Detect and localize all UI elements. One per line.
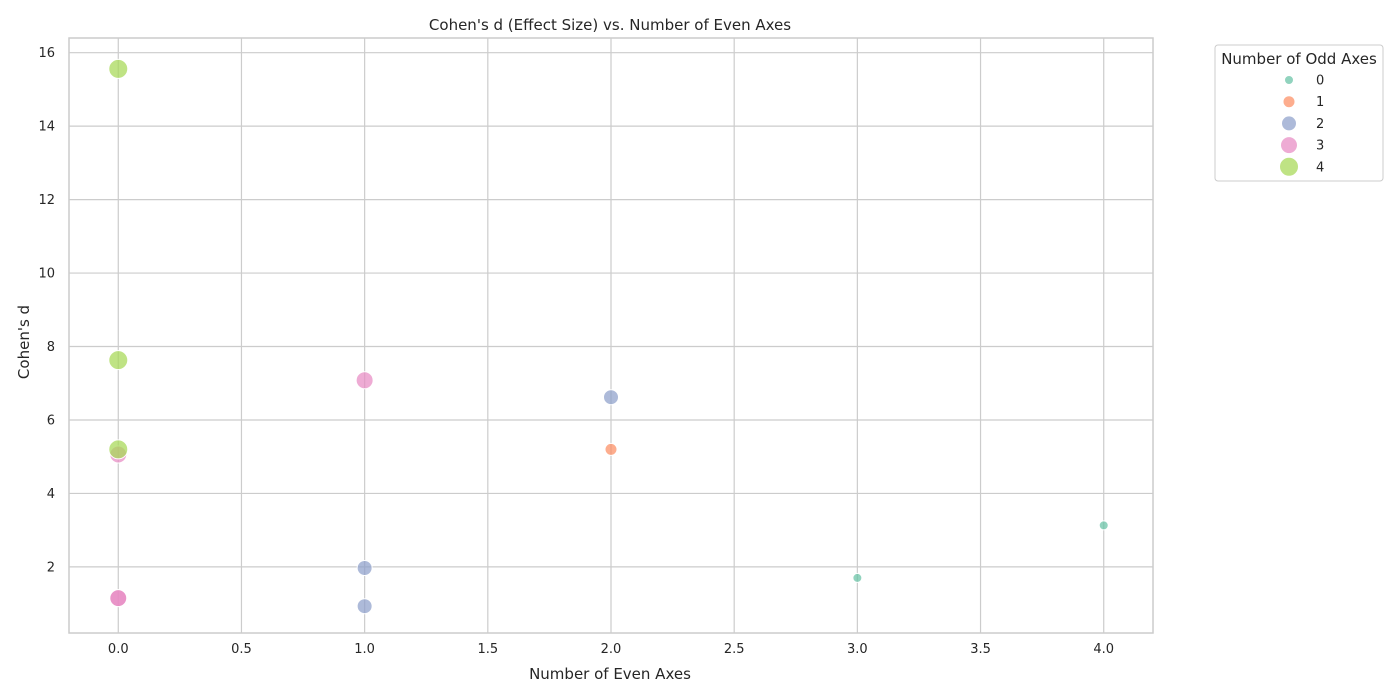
x-axis-ticks: 0.0 0.5 1.0 1.5 2.0 2.5 3.0 3.5 4.0: [108, 642, 1114, 657]
legend: Number of Odd Axes 0 1 2 3 4: [1214, 44, 1384, 182]
data-points: [108, 58, 1109, 615]
x-tick-label: 2.0: [601, 642, 622, 657]
x-axis-label: Number of Even Axes: [529, 665, 691, 683]
legend-marker-4: [1279, 156, 1299, 177]
legend-marker-2: [1281, 115, 1297, 132]
data-point-odd-2: [356, 559, 373, 576]
x-tick-label: 0.0: [108, 642, 129, 657]
chart-title: Cohen's d (Effect Size) vs. Number of Ev…: [429, 16, 791, 34]
data-point-odd-3: [109, 589, 128, 608]
grid-lines: [69, 38, 1153, 633]
x-tick-label: 0.5: [231, 642, 252, 657]
y-tick-label: 12: [38, 193, 55, 208]
legend-items: 0 1 2 3 4: [1279, 74, 1324, 177]
legend-marker-0: [1284, 75, 1294, 85]
y-axis-label: Cohen's d: [15, 305, 33, 379]
data-point-odd-4: [108, 350, 129, 371]
y-tick-label: 4: [47, 487, 55, 502]
y-axis-ticks: 2 4 6 8 10 12 14 16: [38, 46, 55, 575]
legend-marker-1: [1282, 95, 1296, 109]
legend-box: [1214, 44, 1384, 182]
data-point-odd-2: [356, 598, 373, 615]
y-tick-label: 10: [38, 267, 55, 282]
y-tick-label: 14: [38, 120, 55, 135]
legend-label-0: 0: [1316, 74, 1324, 89]
legend-label-1: 1: [1316, 95, 1324, 110]
data-point-odd-1: [604, 442, 618, 456]
y-tick-label: 8: [47, 340, 55, 355]
x-tick-label: 1.5: [477, 642, 498, 657]
data-point-odd-0: [1098, 520, 1109, 531]
legend-marker-3: [1280, 136, 1298, 155]
data-point-odd-3: [355, 371, 374, 390]
x-tick-label: 2.5: [724, 642, 745, 657]
data-point-odd-4: [108, 439, 129, 460]
legend-title: Number of Odd Axes: [1221, 50, 1377, 68]
plot-frame: [68, 37, 1154, 634]
legend-label-4: 4: [1316, 160, 1324, 175]
data-point-odd-4: [108, 58, 129, 79]
data-point-odd-0: [852, 572, 863, 583]
y-tick-label: 6: [47, 413, 55, 428]
data-point-odd-2: [603, 389, 619, 406]
x-tick-label: 4.0: [1093, 642, 1114, 657]
y-tick-label: 2: [47, 560, 55, 575]
y-tick-label: 16: [38, 46, 55, 61]
x-tick-label: 3.5: [970, 642, 991, 657]
legend-label-3: 3: [1316, 139, 1324, 154]
x-tick-label: 1.0: [354, 642, 375, 657]
legend-label-2: 2: [1316, 117, 1324, 132]
x-tick-label: 3.0: [847, 642, 868, 657]
